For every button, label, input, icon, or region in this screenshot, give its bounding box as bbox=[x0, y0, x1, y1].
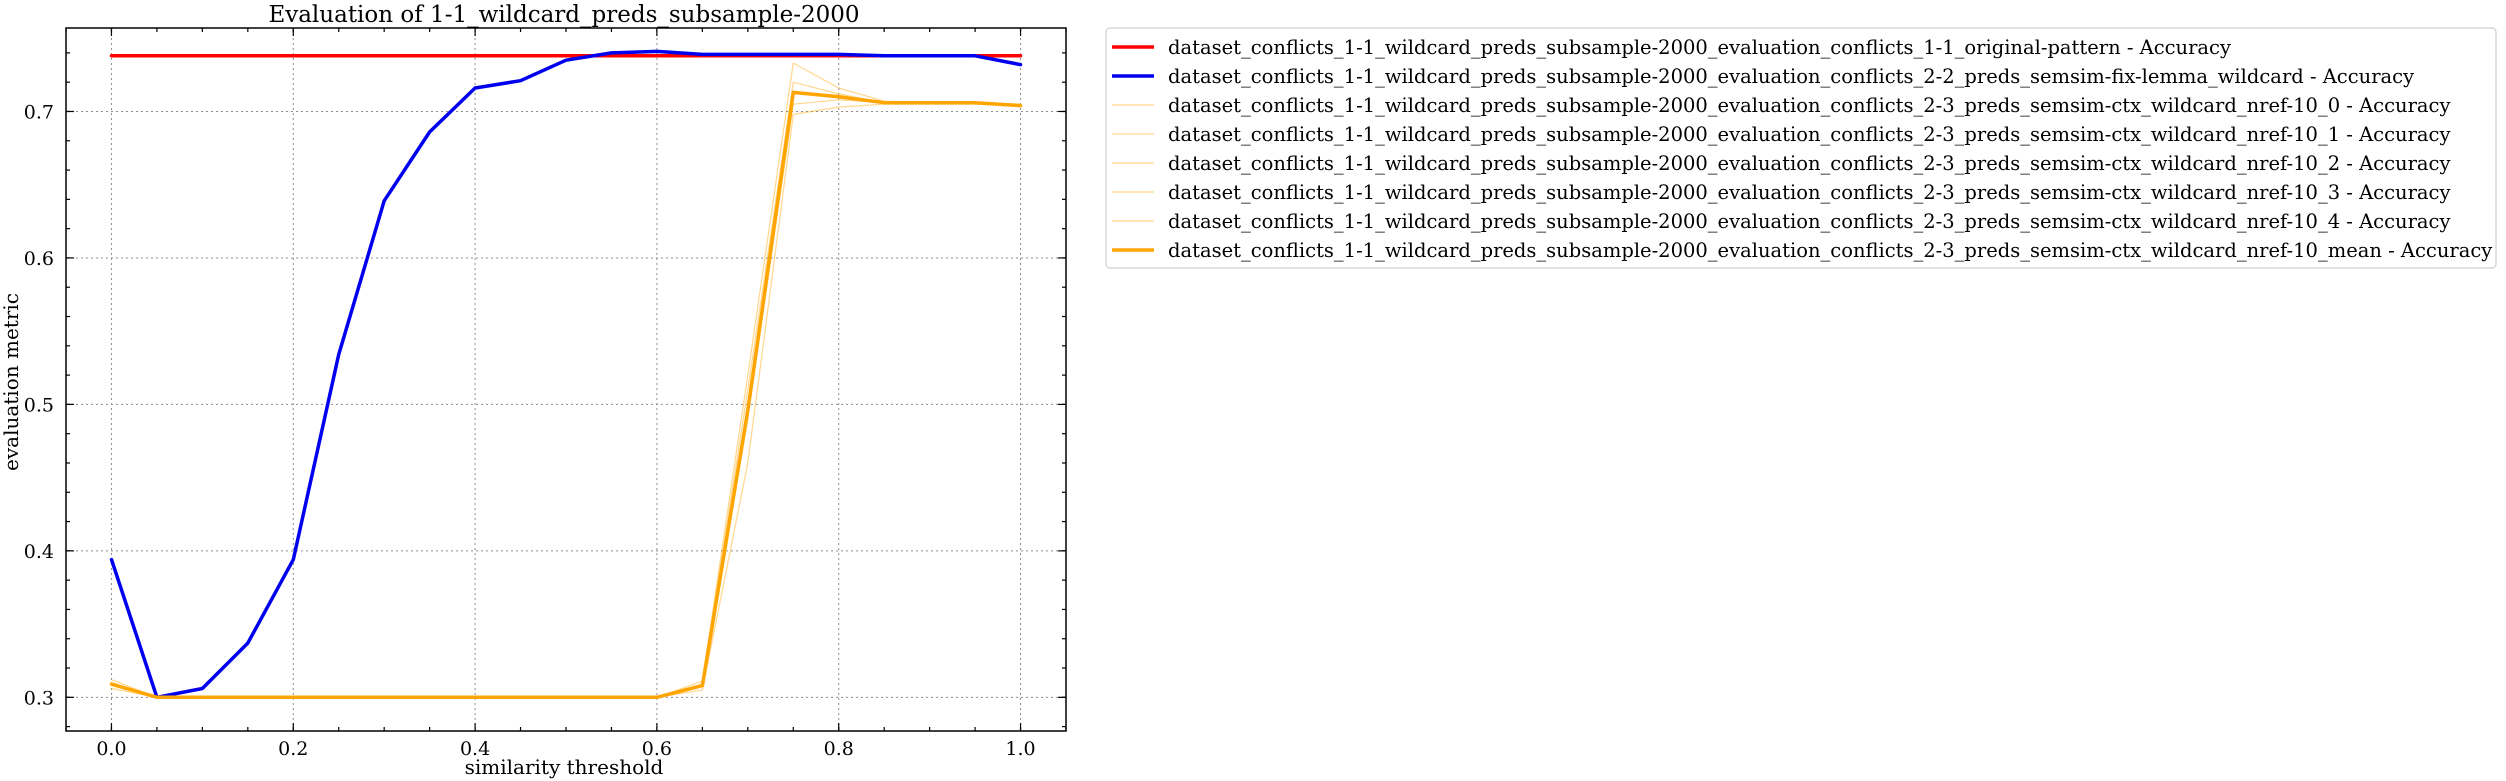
legend-label-7: dataset_conflicts_1-1_wildcard_preds_sub… bbox=[1168, 239, 2492, 262]
x-tick-label: 0.0 bbox=[96, 738, 126, 760]
y-tick-label: 0.3 bbox=[24, 687, 54, 709]
x-tick-label: 1.0 bbox=[1005, 738, 1035, 760]
series-line-6 bbox=[110, 99, 1022, 698]
y-tick-label: 0.6 bbox=[24, 248, 54, 270]
series-line-1 bbox=[109, 49, 1023, 700]
series-line-5 bbox=[110, 81, 1022, 698]
axis-ticks bbox=[65, 28, 1067, 731]
x-tick-label: 0.6 bbox=[642, 738, 672, 760]
series-line-2 bbox=[110, 62, 1022, 698]
legend-label-2: dataset_conflicts_1-1_wildcard_preds_sub… bbox=[1168, 94, 2450, 117]
legend-entries: dataset_conflicts_1-1_wildcard_preds_sub… bbox=[1112, 36, 2492, 262]
legend-label-6: dataset_conflicts_1-1_wildcard_preds_sub… bbox=[1168, 210, 2450, 233]
y-axis-label: evaluation metric bbox=[0, 293, 23, 471]
series-line-4 bbox=[110, 93, 1022, 698]
series-lines bbox=[109, 49, 1023, 700]
legend-label-0: dataset_conflicts_1-1_wildcard_preds_sub… bbox=[1168, 36, 2231, 59]
legend-label-4: dataset_conflicts_1-1_wildcard_preds_sub… bbox=[1168, 152, 2450, 175]
chart-title: Evaluation of 1-1_wildcard_preds_subsamp… bbox=[268, 2, 859, 28]
plot-area-frame bbox=[65, 27, 1067, 732]
series-line-3 bbox=[110, 103, 1022, 698]
y-tick-label: 0.4 bbox=[24, 541, 54, 563]
x-tick-label: 0.4 bbox=[460, 738, 490, 760]
y-axis-tick-labels: 0.3 0.4 0.5 0.6 0.7 bbox=[24, 101, 54, 709]
y-tick-label: 0.7 bbox=[24, 101, 54, 123]
legend: dataset_conflicts_1-1_wildcard_preds_sub… bbox=[1105, 27, 2497, 269]
series-line-7 bbox=[109, 90, 1023, 700]
legend-label-1: dataset_conflicts_1-1_wildcard_preds_sub… bbox=[1168, 65, 2414, 88]
grid-lines bbox=[66, 28, 1066, 731]
x-tick-label: 0.8 bbox=[824, 738, 854, 760]
y-tick-label: 0.5 bbox=[24, 394, 54, 416]
legend-label-3: dataset_conflicts_1-1_wildcard_preds_sub… bbox=[1168, 123, 2450, 146]
x-axis-label: similarity threshold bbox=[465, 755, 664, 779]
legend-label-5: dataset_conflicts_1-1_wildcard_preds_sub… bbox=[1168, 181, 2450, 204]
x-axis-tick-labels: 0.0 0.2 0.4 0.6 0.8 1.0 bbox=[96, 738, 1035, 760]
x-tick-label: 0.2 bbox=[278, 738, 308, 760]
legend-frame bbox=[1105, 27, 2497, 269]
